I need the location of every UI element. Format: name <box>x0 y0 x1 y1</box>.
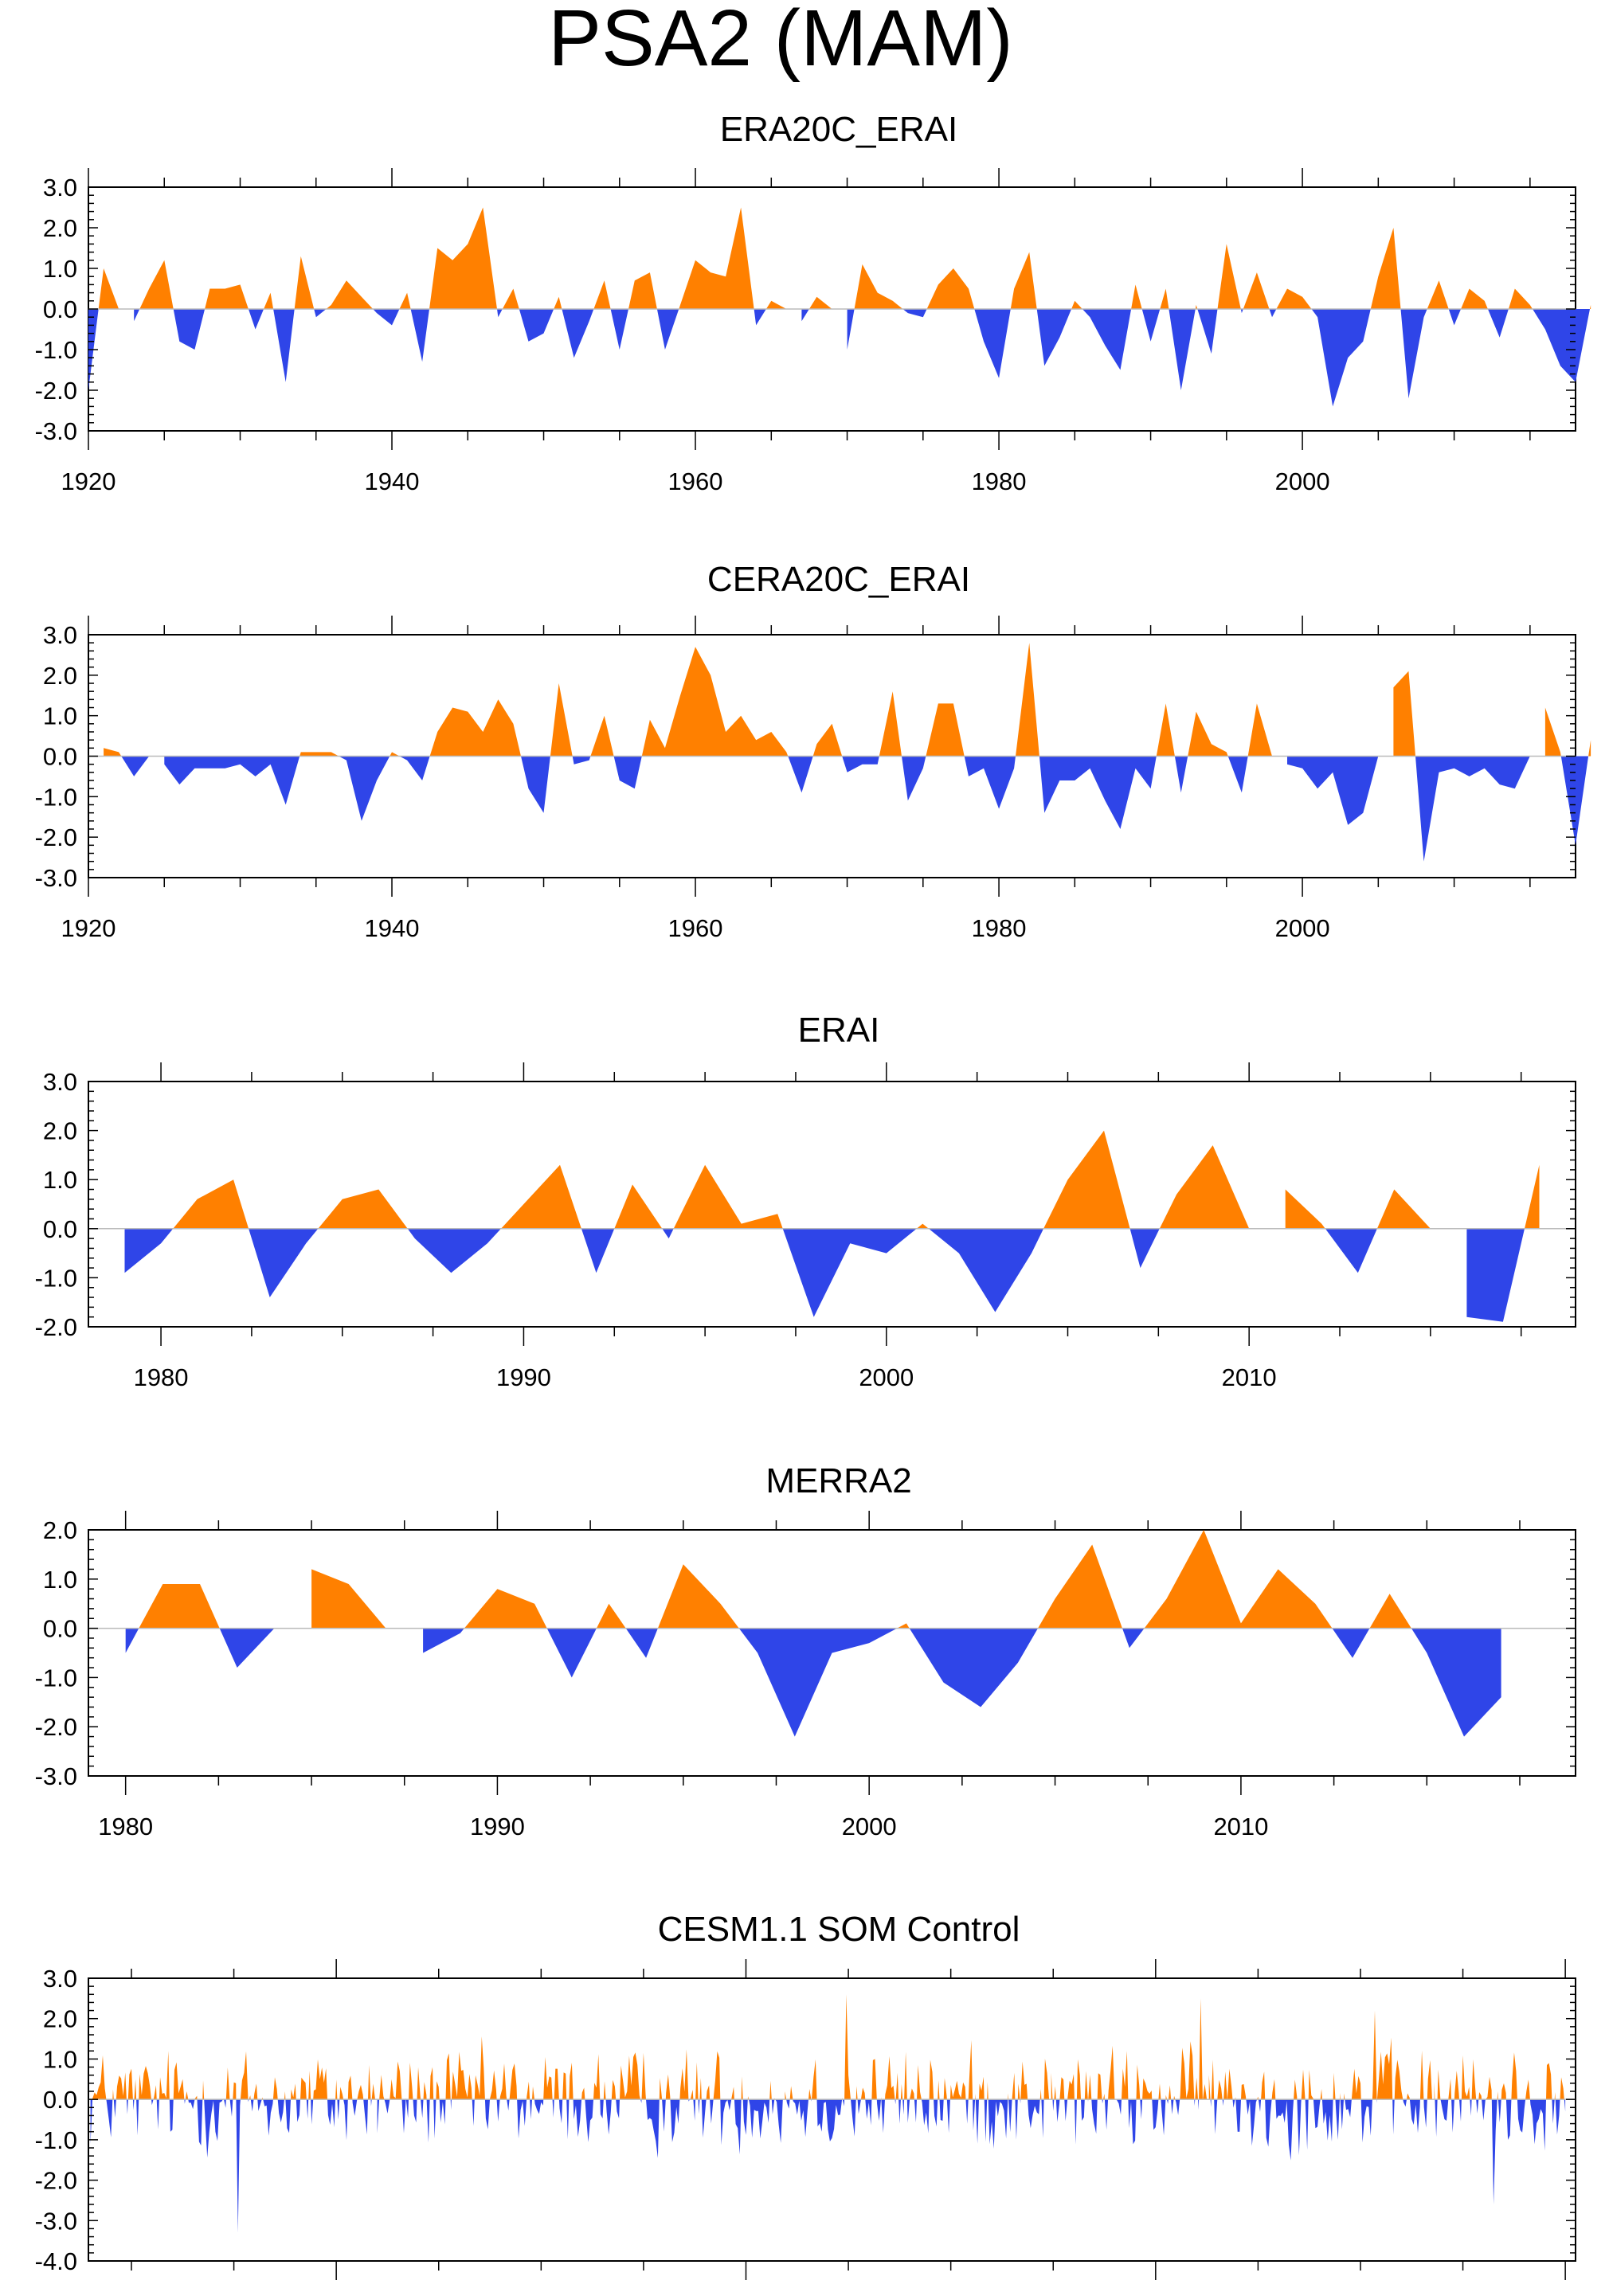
y-tick-label: -1.0 <box>35 336 77 364</box>
positive-area <box>139 1530 1411 1629</box>
y-tick-label: -3.0 <box>35 864 77 892</box>
negative-area <box>88 309 1590 407</box>
y-tick-label: -3.0 <box>35 1762 77 1790</box>
x-tick-label: 1980 <box>134 1363 189 1391</box>
y-tick-label: 3.0 <box>43 1965 77 1993</box>
negative-area <box>90 2099 1566 2233</box>
panel-cera20c-erai: CERA20C_ERAI 3.0 2.0 1.0 0.0 -1.0 -2.0 -3.0 192… <box>35 560 1591 942</box>
y-tick-label: 1.0 <box>43 1566 77 1594</box>
y-tick-label: 1.0 <box>43 1166 77 1194</box>
panel-merra2: MERRA2 2.0 1.0 0.0 -1.0 -2.0 -3.0 1980 1990 2000… <box>35 1461 1576 1840</box>
x-tick-label: 2000 <box>842 1813 897 1840</box>
y-tick-label: -2.0 <box>35 1713 77 1741</box>
panel-title: ERA20C_ERAI <box>720 110 957 149</box>
panel-era20c-erai: ERA20C_ERAI 3.0 2.0 1.0 0.0 -1.0 -2.0 -3.0 1920… <box>35 110 1591 495</box>
panel-erai: ERAI 3.0 2.0 1.0 0.0 -1.0 -2.0 1980 1990 2000 201… <box>35 1011 1576 1391</box>
y-tick-label: 0.0 <box>43 2086 77 2114</box>
x-tick-label: 1980 <box>972 914 1027 942</box>
x-tick-label: 1940 <box>365 914 420 942</box>
y-tick-label: 3.0 <box>43 621 77 649</box>
x-tick-label: 2000 <box>1275 467 1330 495</box>
y-tick-label: -1.0 <box>35 783 77 811</box>
panel-title: ERAI <box>798 1011 880 1050</box>
y-tick-label: 2.0 <box>43 662 77 690</box>
y-tick-label: -3.0 <box>35 417 77 445</box>
positive-area <box>104 643 1591 757</box>
panel-title: CESM1.1 SOM Control <box>658 1910 1020 1949</box>
positive-area <box>92 1994 1564 2100</box>
y-tick-label: 2.0 <box>43 1516 77 1544</box>
x-tick-label: 1960 <box>668 914 723 942</box>
x-tick-label: 2010 <box>1222 1363 1277 1391</box>
negative-area <box>121 756 1589 862</box>
plot-frame <box>88 1081 1576 1328</box>
y-tick-label: 2.0 <box>43 1117 77 1145</box>
y-tick-label: 0.0 <box>43 1615 77 1643</box>
negative-area <box>124 1228 1525 1322</box>
y-tick-label: 3.0 <box>43 174 77 201</box>
x-tick-label: 2000 <box>1275 914 1330 942</box>
plot-frame <box>88 1977 1576 2262</box>
y-tick-label: -2.0 <box>35 2167 77 2195</box>
y-tick-label: -2.0 <box>35 1313 77 1341</box>
x-tick-label: 1960 <box>668 467 723 495</box>
panel-title: MERRA2 <box>765 1461 911 1500</box>
y-tick-label: 2.0 <box>43 214 77 242</box>
y-tick-label: 0.0 <box>43 1215 77 1243</box>
y-tick-label: 1.0 <box>43 702 77 730</box>
x-tick-label: 1980 <box>98 1813 153 1840</box>
x-tick-label: 1920 <box>61 914 116 942</box>
x-tick-label: 2000 <box>859 1363 914 1391</box>
y-tick-label: 1.0 <box>43 2045 77 2073</box>
y-tick-label: 1.0 <box>43 255 77 283</box>
x-tick-label: 1940 <box>365 467 420 495</box>
y-tick-label: 2.0 <box>43 2005 77 2033</box>
y-tick-label: -4.0 <box>35 2247 77 2275</box>
x-tick-label: 1920 <box>61 467 116 495</box>
x-tick-label: 1990 <box>470 1813 525 1840</box>
positive-area <box>98 207 1591 309</box>
positive-area <box>173 1130 1540 1229</box>
main-title: PSA2 (MAM) <box>548 0 1012 83</box>
x-tick-label: 2010 <box>1213 1813 1268 1840</box>
x-tick-label: 1990 <box>496 1363 551 1391</box>
y-tick-label: -1.0 <box>35 1264 77 1292</box>
y-tick-label: -2.0 <box>35 823 77 851</box>
y-tick-label: 0.0 <box>43 743 77 771</box>
y-tick-label: -3.0 <box>35 2207 77 2235</box>
negative-area <box>125 1628 1501 1737</box>
y-tick-label: -2.0 <box>35 377 77 405</box>
y-tick-label: -1.0 <box>35 1664 77 1692</box>
x-tick-label: 1980 <box>972 467 1027 495</box>
panel-cesm-som-control: CESM1.1 SOM Control 3.0 2.0 1.0 0.0 -1.0 -2.0… <box>35 1910 1576 2280</box>
panel-title: CERA20C_ERAI <box>707 560 970 599</box>
y-tick-label: 0.0 <box>43 295 77 323</box>
plot-frame <box>88 1529 1576 1777</box>
y-tick-label: 3.0 <box>43 1068 77 1096</box>
y-tick-label: -1.0 <box>35 2126 77 2154</box>
